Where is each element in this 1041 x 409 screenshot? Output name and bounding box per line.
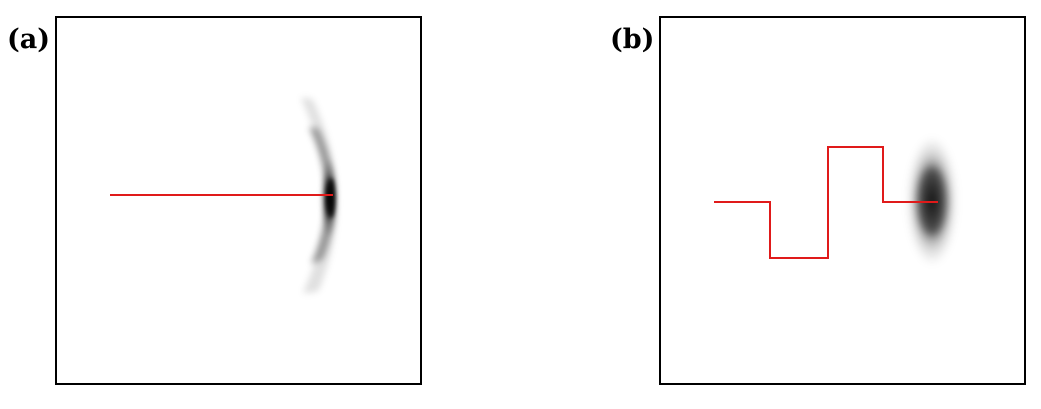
panel-a-plot <box>110 97 338 293</box>
density-blob-a <box>301 97 338 293</box>
panel-a-label: (a) <box>7 24 51 55</box>
panel-a-frame <box>55 16 422 385</box>
panel-b-frame <box>659 16 1026 385</box>
panel-b-plot <box>714 137 957 265</box>
path-b <box>714 146 938 259</box>
panel-b-label: (b) <box>610 24 655 55</box>
